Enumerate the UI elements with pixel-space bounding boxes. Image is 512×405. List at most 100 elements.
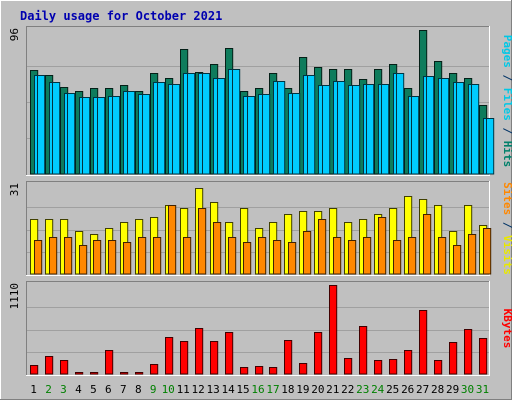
bar-kbytes-day-5 <box>90 372 99 375</box>
bar-sites-day-13 <box>213 222 222 275</box>
series-sites <box>34 205 492 275</box>
x-tick-label-day-29: 29 <box>446 383 459 396</box>
bar-kbytes-day-26 <box>404 350 413 375</box>
bar-kbytes-day-10 <box>165 337 174 375</box>
y-scale-max-label: 96 <box>8 28 21 41</box>
x-tick-label-day-6: 6 <box>105 383 112 396</box>
bar-kbytes-day-12 <box>195 328 204 375</box>
bar-pages-day-3 <box>67 93 76 175</box>
bar-sites-day-26 <box>408 237 417 275</box>
bar-kbytes-day-18 <box>284 340 293 375</box>
x-tick-label-day-26: 26 <box>401 383 414 396</box>
bar-kbytes-day-9 <box>150 364 159 375</box>
bar-sites-day-31 <box>483 228 492 275</box>
bar-pages-day-31 <box>486 118 495 175</box>
bar-sites-day-5 <box>93 240 102 275</box>
bar-sites-day-18 <box>288 242 297 275</box>
bar-pages-day-14 <box>232 69 241 175</box>
x-tick-label-day-4: 4 <box>75 383 82 396</box>
bar-sites-day-20 <box>318 219 327 275</box>
x-axis-tick-labels: 1 2 3 4 5 6 7 8 9 10 11 12 13 14 15 16 17 18 19 20 21 22 23 24 2… <box>30 383 489 396</box>
x-tick-label-day-24: 24 <box>371 383 385 396</box>
plot-area <box>26 281 490 376</box>
bar-kbytes-day-28 <box>434 360 443 375</box>
bar-sites-day-10 <box>168 205 177 275</box>
bar-kbytes-day-15 <box>240 367 249 375</box>
bar-kbytes-day-3 <box>60 360 69 375</box>
bar-pages-day-10 <box>172 84 181 175</box>
bar-sites-day-11 <box>183 237 192 275</box>
x-tick-label-day-30: 30 <box>461 383 474 396</box>
bar-pages-day-13 <box>217 78 226 175</box>
bar-sites-day-28 <box>438 237 447 275</box>
x-tick-label-day-13: 13 <box>206 383 219 396</box>
bar-kbytes-day-1 <box>30 365 39 375</box>
y-scale-max-label: 31 <box>8 183 21 196</box>
x-tick-label-day-28: 28 <box>431 383 444 396</box>
bar-pages-day-17 <box>277 81 286 175</box>
x-tick-label-day-21: 21 <box>326 383 339 396</box>
x-tick-label-day-11: 11 <box>177 383 190 396</box>
bar-kbytes-day-27 <box>419 310 428 375</box>
y-scale-max-label: 1110 <box>8 283 21 310</box>
bar-sites-day-12 <box>198 208 207 275</box>
bar-kbytes-day-21 <box>329 285 338 375</box>
bar-pages-day-11 <box>187 73 196 175</box>
bar-sites-day-17 <box>273 240 282 275</box>
bar-pages-day-6 <box>112 96 121 175</box>
x-tick-label-day-9: 9 <box>150 383 157 396</box>
bar-kbytes-day-8 <box>135 372 144 375</box>
bar-kbytes-day-16 <box>255 366 264 375</box>
bar-sites-day-7 <box>123 242 132 275</box>
bar-sites-day-4 <box>79 245 88 275</box>
bar-sites-day-21 <box>333 237 342 275</box>
x-tick-label-day-15: 15 <box>236 383 249 396</box>
x-tick-label-day-7: 7 <box>120 383 127 396</box>
bar-pages-day-29 <box>456 82 465 175</box>
bar-pages-day-30 <box>471 84 480 175</box>
bar-kbytes-day-19 <box>299 363 308 375</box>
y-axis-label: KBytes <box>501 309 512 349</box>
bar-sites-day-22 <box>348 240 357 275</box>
bar-sites-day-14 <box>228 237 237 275</box>
y-axis-label: Pages / Files / Hits <box>501 35 512 168</box>
bar-kbytes-day-24 <box>374 360 383 375</box>
bar-pages-day-8 <box>142 94 151 175</box>
bar-kbytes-day-7 <box>120 372 129 375</box>
x-tick-label-day-14: 14 <box>221 383 235 396</box>
x-tick-label-day-19: 19 <box>296 383 309 396</box>
bar-kbytes-day-20 <box>314 332 323 375</box>
x-tick-label-day-22: 22 <box>341 383 354 396</box>
bar-kbytes-day-14 <box>225 332 234 375</box>
x-tick-label-day-16: 16 <box>251 383 264 396</box>
bar-pages-day-28 <box>441 78 450 175</box>
x-tick-label-day-20: 20 <box>311 383 324 396</box>
bar-pages-day-16 <box>262 94 271 175</box>
series-pages <box>37 69 495 175</box>
bar-sites-day-15 <box>243 242 252 275</box>
bar-pages-day-9 <box>157 82 166 175</box>
bar-sites-day-1 <box>34 240 43 275</box>
series-kbytes <box>30 285 488 375</box>
bar-kbytes-day-11 <box>180 341 189 375</box>
bar-sites-day-6 <box>108 240 117 275</box>
bar-pages-day-25 <box>396 73 405 175</box>
bar-pages-day-18 <box>292 93 301 175</box>
bar-kbytes-day-4 <box>75 372 84 375</box>
panel-kbytes: 1110 KBytes <box>8 281 512 376</box>
x-tick-label-day-31: 31 <box>476 383 489 396</box>
x-tick-label-day-27: 27 <box>416 383 429 396</box>
x-tick-label-day-10: 10 <box>162 383 175 396</box>
bar-pages-day-12 <box>202 73 211 175</box>
bar-pages-day-1 <box>37 75 46 175</box>
bar-pages-day-5 <box>97 97 106 175</box>
bar-sites-day-25 <box>393 240 402 275</box>
chart-title: Daily usage for October 2021 <box>20 9 222 23</box>
bar-kbytes-day-13 <box>210 341 219 375</box>
x-tick-label-day-1: 1 <box>30 383 37 396</box>
bar-sites-day-19 <box>303 231 312 275</box>
bar-kbytes-day-2 <box>45 356 54 375</box>
bar-pages-day-20 <box>322 85 331 175</box>
